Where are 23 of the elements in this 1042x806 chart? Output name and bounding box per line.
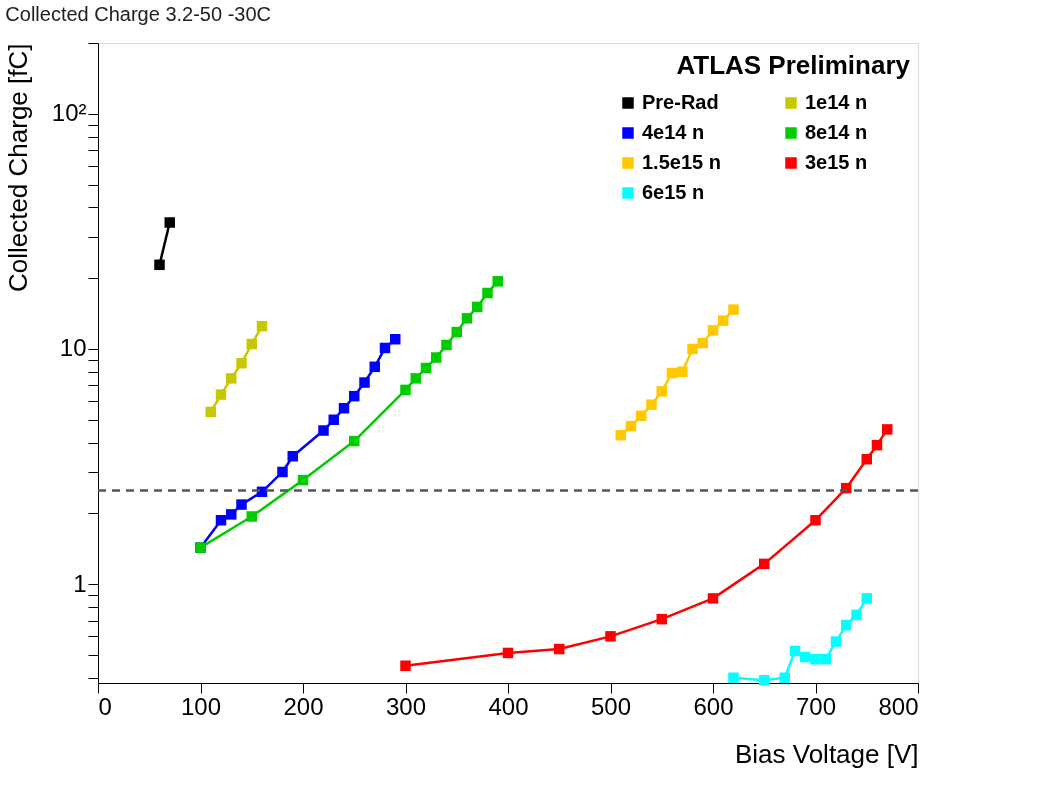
x-axis-title: Bias Voltage [V] [734,738,919,769]
annotation: ATLAS Preliminary [676,50,911,80]
legend-label: 4e14 n [642,121,705,143]
y-tick-label: 10 [59,334,87,362]
x-tick-label: 400 [488,692,529,720]
x-tick-label: 600 [693,692,734,720]
legend-label: 1e14 n [805,91,868,113]
x-tick-label: 800 [878,692,919,720]
x-tick-label: 300 [385,692,427,720]
y-axis-title: Collected Charge [fC] [2,43,33,293]
x-tick-label: 500 [590,692,632,720]
x-tick-label: 200 [283,692,324,720]
x-tick-label: 0 [98,692,112,720]
y-tick-label: 10² [51,99,87,127]
chart-title: Collected Charge 3.2-50 -30C [5,3,272,25]
x-tick-label: 700 [795,692,837,720]
legend-label: 6e15 n [642,181,705,203]
legend-label: 8e14 n [805,121,868,143]
x-tick-label: 100 [180,692,222,720]
y-tick-label: 1 [73,569,87,597]
legend-label: 1.5e15 n [642,151,721,173]
legend-label: Pre-Rad [642,91,719,113]
legend-label: 3e15 n [805,151,868,173]
